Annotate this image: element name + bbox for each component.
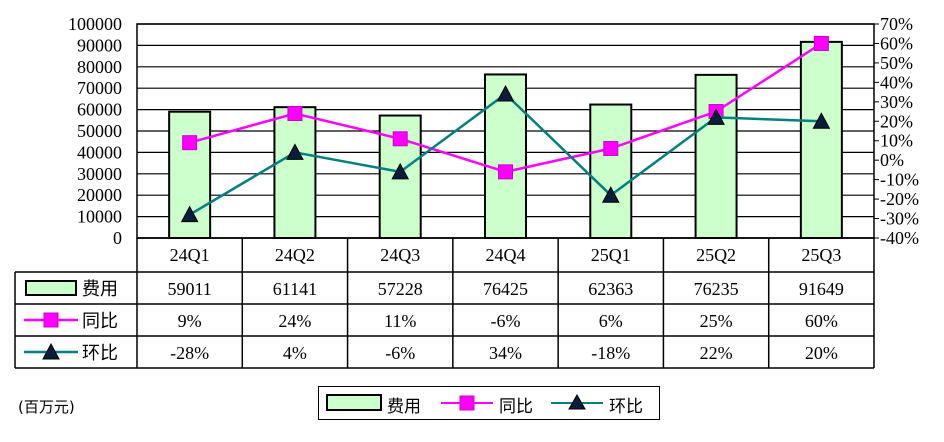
yoy-point-25Q3	[813, 35, 829, 51]
qoq-point-24Q2	[286, 143, 304, 160]
x-tick-label: 25Q1	[591, 245, 631, 265]
y2-tick-label: -40%	[880, 228, 919, 248]
y2-tick-label: 50%	[880, 53, 913, 73]
y2-tick-label: -10%	[880, 170, 919, 190]
legend-label-yoy: 同比	[499, 397, 533, 417]
y2-tick-label: -20%	[880, 189, 919, 209]
y-tick-label: 100000	[68, 14, 122, 34]
data-label: 20%	[805, 343, 838, 363]
data-label: -6%	[385, 343, 415, 363]
y-tick-label: 40000	[77, 142, 122, 162]
yoy-point-24Q3	[392, 131, 408, 147]
qoq-point-25Q3	[812, 112, 831, 129]
legend-bar-swatch	[326, 394, 382, 411]
y-tick-label: 80000	[77, 57, 122, 77]
bar-25Q2	[694, 73, 738, 239]
legend-triangle-marker	[551, 393, 603, 410]
y-tick-label: 70000	[77, 78, 122, 98]
legend-item-qoq: 环比	[547, 387, 657, 419]
qoq-point-24Q1	[180, 205, 199, 223]
y-tick-label: 0	[113, 228, 122, 248]
qoq-point-24Q3	[391, 162, 410, 180]
data-label: -6%	[491, 311, 521, 331]
y2-tick-label: 0%	[880, 150, 904, 170]
qoq-point-25Q2	[707, 108, 725, 125]
qoq-point-25Q1	[601, 186, 620, 203]
data-label: 25%	[700, 311, 733, 331]
y2-tick-label: 10%	[880, 131, 913, 151]
y2-tick-label: 40%	[880, 72, 913, 92]
yoy-point-24Q1	[182, 135, 198, 151]
data-label: 57228	[378, 279, 423, 299]
bar-25Q3	[799, 40, 843, 239]
y-tick-label: 30000	[77, 164, 122, 184]
table-row-name: 同比	[82, 311, 118, 332]
data-label: 34%	[489, 343, 522, 363]
x-tick-label: 25Q2	[696, 245, 736, 265]
y2-tick-label: -30%	[880, 209, 919, 229]
legend-label-expense: 费用	[387, 397, 421, 417]
y-tick-label: 50000	[77, 121, 122, 141]
legend: 费用 同比 环比	[318, 386, 660, 420]
data-label: -18%	[591, 343, 630, 363]
x-tick-label: 24Q1	[170, 245, 210, 265]
yoy-point-24Q2	[287, 105, 303, 121]
y-tick-label: 20000	[77, 185, 122, 205]
data-label: 24%	[278, 311, 311, 331]
unit-label: (百万元)	[18, 398, 75, 416]
bar-25Q1	[589, 103, 633, 239]
data-label: 61141	[273, 279, 317, 299]
table-key-square	[43, 312, 59, 328]
x-tick-label: 25Q3	[801, 245, 841, 265]
data-label: 60%	[805, 311, 838, 331]
y-tick-label: 60000	[77, 100, 122, 120]
legend-item-expense: 费用	[325, 387, 445, 419]
legend-item-yoy: 同比	[437, 387, 547, 419]
data-label: 76235	[694, 279, 739, 299]
x-tick-label: 24Q2	[275, 245, 315, 265]
data-label: 6%	[599, 311, 623, 331]
y-tick-label: 10000	[77, 207, 122, 227]
table-row-name: 费用	[82, 279, 118, 300]
qoq-point-24Q4	[496, 84, 515, 102]
yoy-point-24Q4	[498, 164, 513, 180]
legend-square-marker	[441, 395, 493, 411]
data-label: 76425	[483, 279, 528, 299]
table-key-triangle	[42, 342, 60, 360]
bar-24Q2	[273, 106, 317, 239]
data-label: 22%	[700, 343, 733, 363]
data-label: 62363	[588, 279, 633, 299]
y2-tick-label: 20%	[880, 111, 913, 131]
data-label: 91649	[799, 279, 844, 299]
yoy-point-25Q1	[603, 141, 619, 157]
table-row-name: 环比	[82, 343, 118, 364]
y-tick-label: 90000	[77, 35, 122, 55]
x-tick-label: 24Q3	[380, 245, 420, 265]
data-label: 9%	[178, 311, 202, 331]
y2-tick-label: 60%	[880, 33, 913, 53]
x-tick-label: 24Q4	[486, 245, 526, 265]
table-key-expense	[25, 280, 77, 296]
y2-tick-label: 70%	[880, 14, 913, 34]
y2-tick-label: 30%	[880, 92, 913, 112]
data-label: 4%	[283, 343, 307, 363]
data-label: 59011	[167, 279, 211, 299]
data-label: -28%	[170, 343, 209, 363]
data-label: 11%	[384, 311, 416, 331]
legend-label-qoq: 环比	[609, 397, 643, 417]
